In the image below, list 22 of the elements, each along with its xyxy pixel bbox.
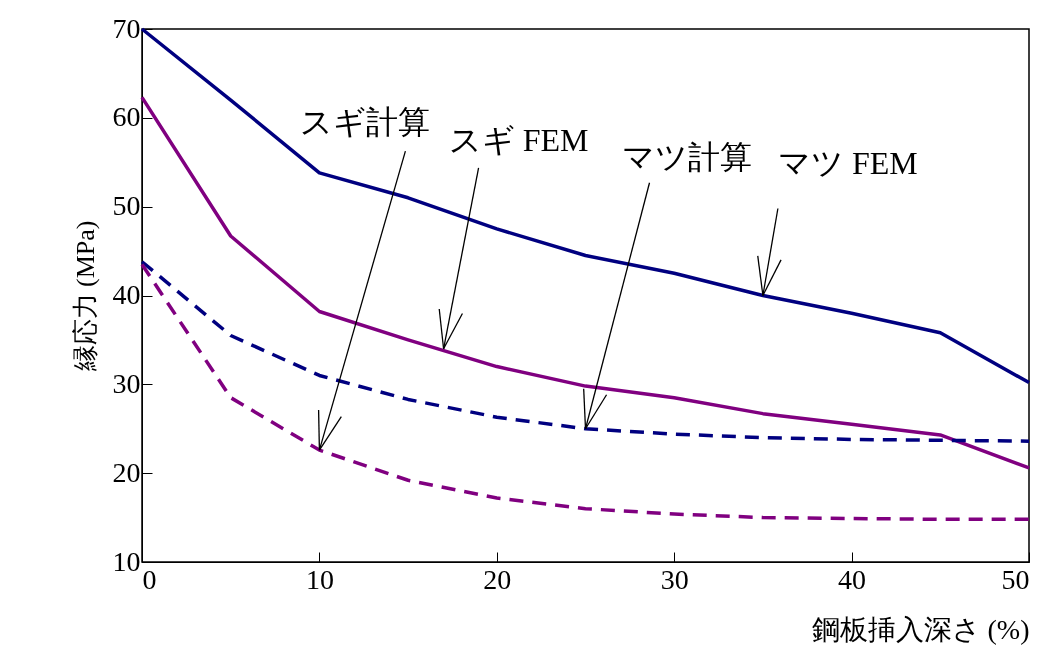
annotation: スギ FEM: [448, 121, 589, 158]
x-tick-label: 50: [1001, 563, 1030, 595]
annotation: マツ FEM: [778, 144, 918, 181]
x-axis-title: 鋼板挿入深さ (%): [811, 613, 1030, 645]
x-tick-label: 30: [660, 563, 689, 595]
x-tick-label: 40: [838, 563, 867, 595]
line-series: [140, 27, 1031, 385]
y-tick-label: 50: [112, 190, 141, 222]
y-tick-label: 70: [112, 12, 141, 44]
y-tick-label: 40: [112, 279, 141, 310]
annotation: スギ計算: [300, 104, 431, 141]
y-tick-label: 30: [112, 367, 141, 399]
x-tick-label: 0: [142, 563, 157, 595]
y-axis-title: 縁応力 (MPa): [70, 220, 100, 373]
line-series: [140, 259, 1031, 443]
x-tick-label: 20: [483, 563, 512, 595]
y-tick-label: 20: [112, 456, 141, 488]
y-tick-label: 60: [112, 101, 141, 133]
x-tick-label: 10: [305, 563, 334, 595]
line-series: [140, 262, 1031, 522]
line-series: [140, 95, 1031, 470]
annotation: マツ計算: [621, 138, 752, 175]
